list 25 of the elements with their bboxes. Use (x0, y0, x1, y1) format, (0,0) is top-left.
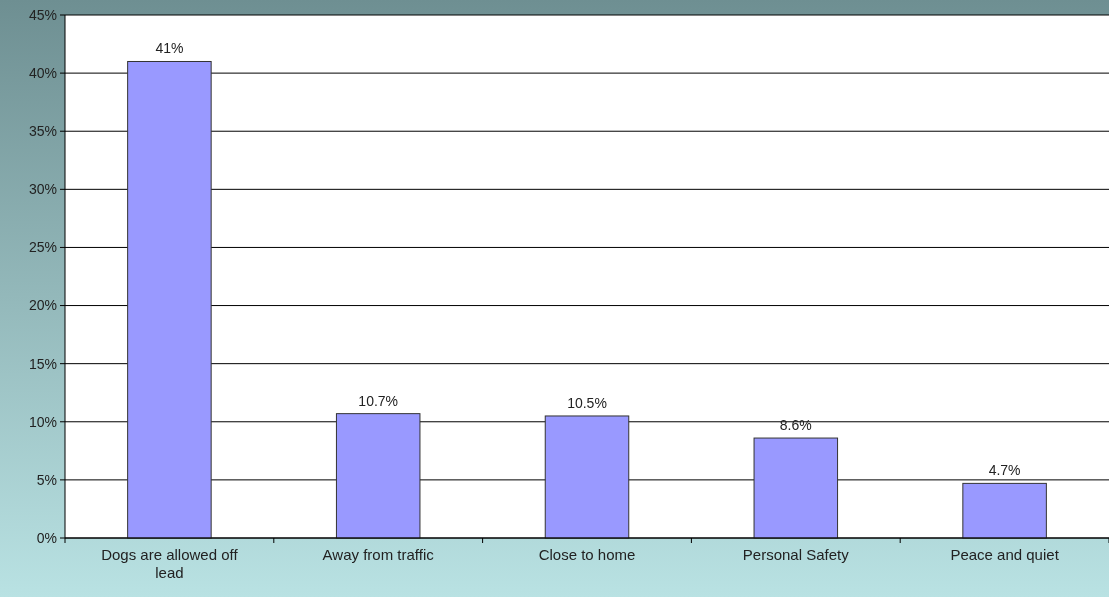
x-tick-label: Peace and quiet (950, 546, 1060, 563)
bar (962, 482, 1047, 539)
y-tick-label: 30% (28, 181, 57, 198)
y-tick-label: 10% (28, 413, 57, 430)
bar (335, 413, 421, 539)
y-tick-label: 0% (36, 529, 57, 546)
x-tick-label: Close to home (538, 546, 636, 563)
y-tick-label: 45% (28, 6, 57, 23)
y-tick-label: 20% (28, 297, 57, 314)
x-tick-label: Dogs are allowed off lead (101, 546, 239, 581)
bar (127, 60, 212, 539)
bar (753, 437, 839, 539)
y-tick-label: 25% (28, 239, 57, 256)
x-tick-label: Personal Safety (742, 546, 850, 563)
y-tick-label: 40% (28, 65, 57, 82)
x-tick-label: Away from traffic (322, 546, 435, 563)
y-tick-label: 5% (36, 471, 57, 488)
bar (544, 415, 630, 539)
data-label: 10.5% (567, 394, 607, 411)
y-tick-label: 15% (28, 355, 57, 372)
data-label: 10.7% (358, 392, 399, 409)
data-label: 41% (155, 40, 184, 57)
data-label: 8.6% (779, 417, 812, 434)
data-label: 4.7% (988, 462, 1021, 479)
y-tick-label: 35% (28, 123, 57, 140)
